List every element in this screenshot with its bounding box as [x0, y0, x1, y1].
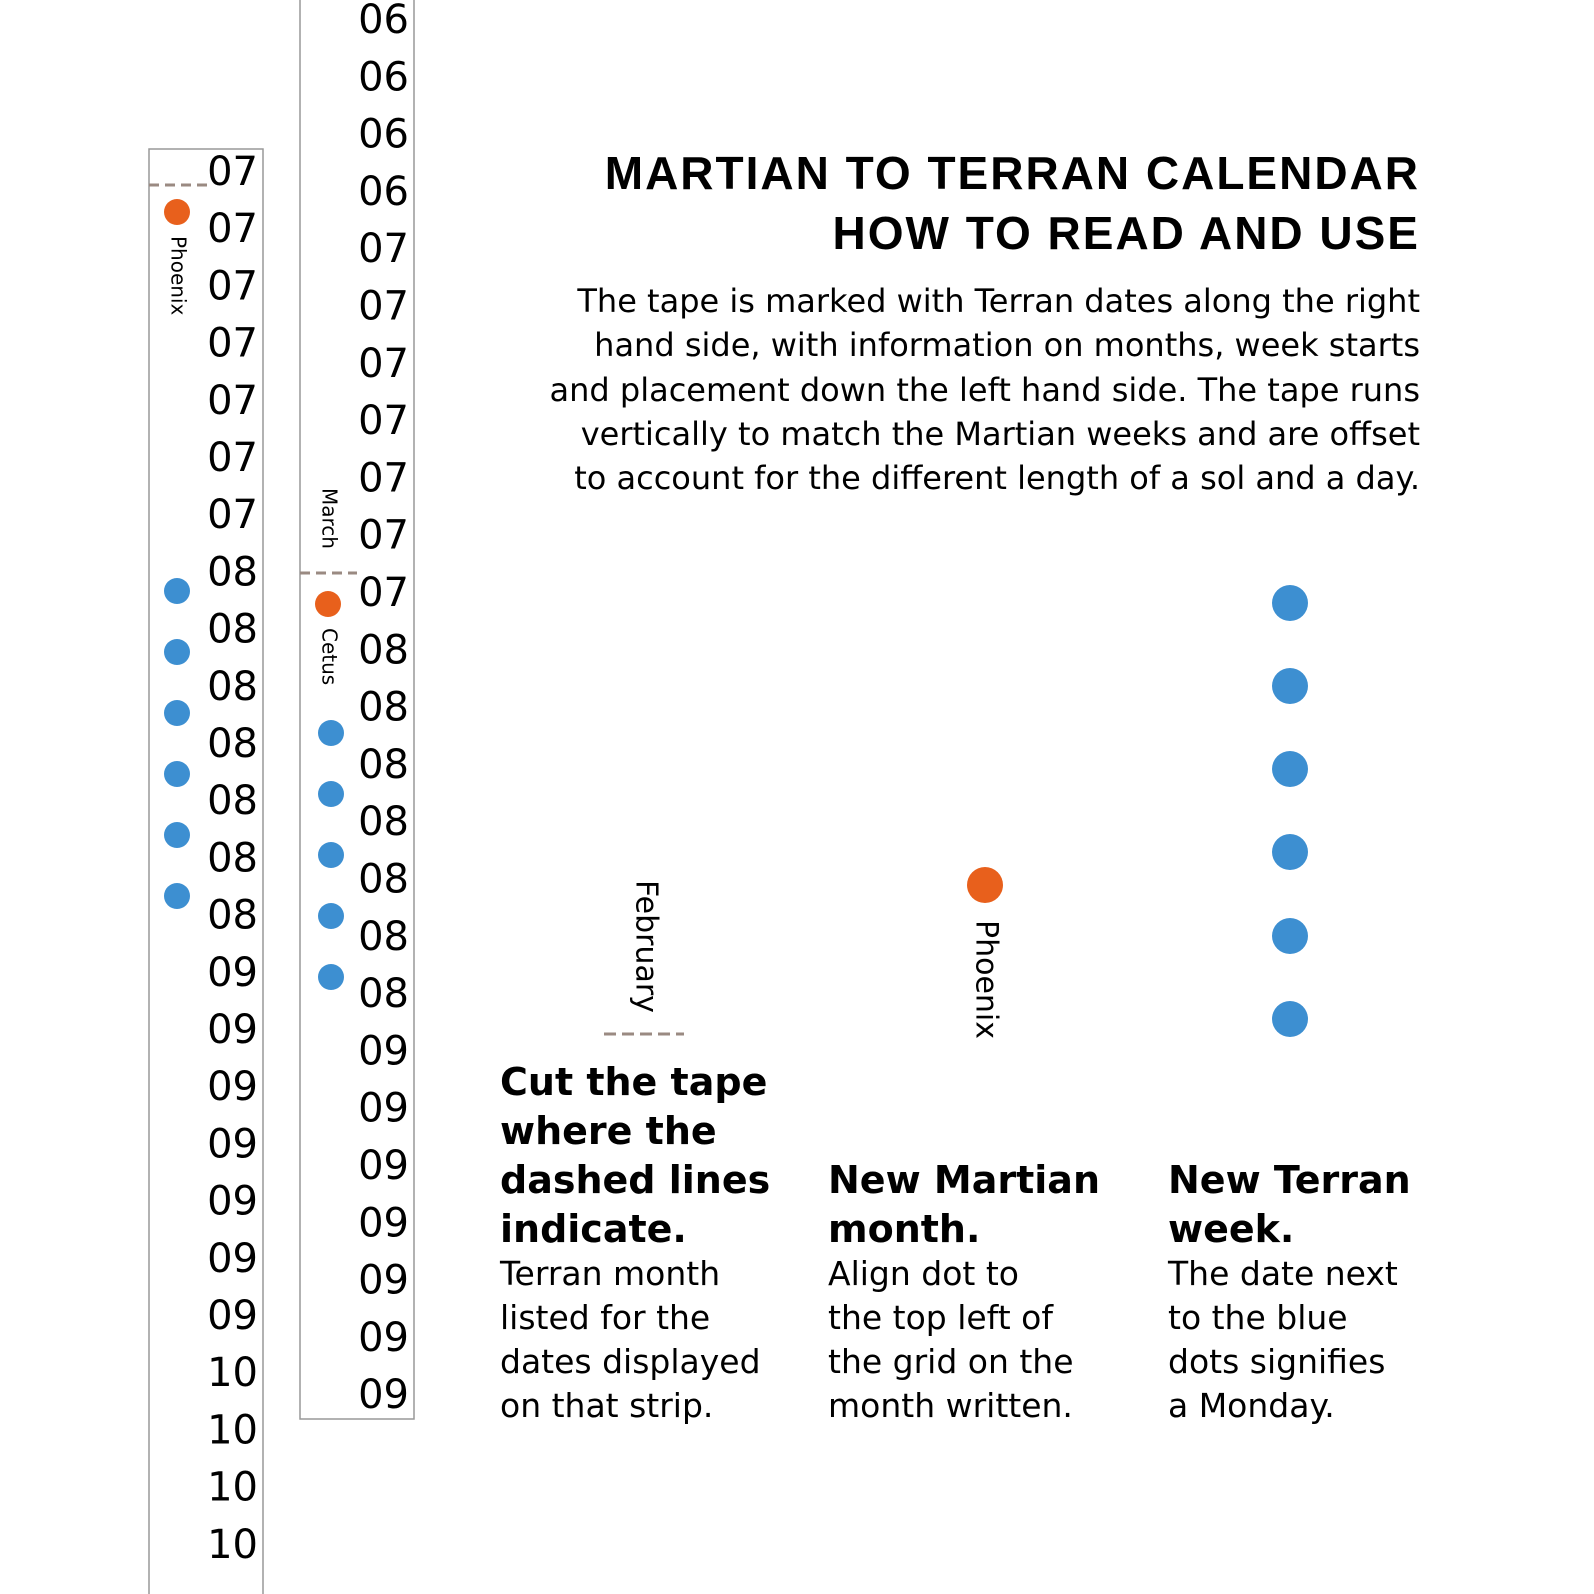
month-dot: [315, 591, 341, 617]
month-label: February: [629, 880, 664, 1013]
tape-date: 09: [358, 1258, 409, 1304]
constellation-label: Phoenix: [167, 236, 191, 316]
month-dot: [164, 199, 190, 225]
tape-date: 08: [207, 664, 258, 710]
intro: vertically to match the Martian weeks an…: [581, 415, 1420, 453]
legend-heading: New Martian: [828, 1158, 1100, 1202]
week-dots: [318, 720, 344, 990]
legend-heading: week.: [1168, 1207, 1294, 1251]
tape-date: 07: [207, 435, 258, 481]
tape-date: 08: [207, 549, 258, 595]
constellation-label: Cetus: [318, 628, 342, 685]
tape-date: 07: [207, 263, 258, 309]
tape-date: 10: [207, 1522, 258, 1568]
tape-strip: [148, 148, 264, 1594]
tape-date: 08: [358, 914, 409, 960]
intro: and placement down the left hand side. T…: [550, 371, 1421, 409]
tape-date: 07: [207, 492, 258, 538]
legend-heading: New Terran: [1168, 1158, 1411, 1202]
tape-date: 07: [358, 341, 409, 387]
legend-text: The date next: [1167, 1254, 1398, 1293]
legend-text: listed for the: [500, 1298, 710, 1337]
legend-text: on that strip.: [500, 1386, 713, 1425]
legend: Cut the tape where the dashed lines indicat…: [499, 1060, 1411, 1425]
tape-date: 06: [358, 169, 409, 215]
tape-date: 08: [358, 857, 409, 903]
week-dots: [1272, 585, 1308, 1037]
tape-date: 09: [358, 1028, 409, 1074]
tape-date: 08: [358, 971, 409, 1017]
week-dots: [164, 578, 190, 909]
tape-date: 06: [358, 112, 409, 158]
tape-date: 08: [207, 893, 258, 939]
tape-date: 08: [207, 835, 258, 881]
legend-heading: where the: [500, 1109, 717, 1153]
tape-date: 07: [358, 226, 409, 272]
legend-text: dates displayed: [500, 1342, 761, 1381]
tape-date: 09: [358, 1086, 409, 1132]
tape-date: 06: [358, 0, 409, 43]
tape-date: 09: [358, 1315, 409, 1361]
legend-text: the grid on the: [828, 1342, 1074, 1381]
tape-date: 07: [358, 513, 409, 559]
tape-date: 07: [358, 570, 409, 616]
tape-date: 08: [358, 799, 409, 845]
tape-date: 09: [358, 1143, 409, 1189]
tape-date: 07: [358, 455, 409, 501]
tape-date: 09: [207, 1236, 258, 1282]
constellation-label: Phoenix: [969, 920, 1004, 1039]
tape-dates: 07 07 07 07 07 07 07 08 08 08 08 08 08 08 09 09 09 09 09 09…: [207, 149, 258, 1568]
month-dot: [967, 867, 1003, 903]
tape-date: 08: [207, 607, 258, 653]
intro: hand side, with information on months, w…: [594, 326, 1420, 364]
tape-date: 10: [207, 1465, 258, 1511]
title: MARTIAN TO TERRAN CALENDAR: [605, 147, 1420, 199]
legend-heading: dashed lines: [500, 1158, 770, 1202]
legend-text: a Monday.: [1168, 1386, 1335, 1425]
tape-date: 09: [207, 1179, 258, 1225]
tape-date: 06: [358, 54, 409, 100]
tape-date: 07: [358, 284, 409, 330]
legend-heading: indicate.: [500, 1207, 687, 1251]
tape-date: 09: [207, 1007, 258, 1053]
tape-strip: [299, 0, 415, 1420]
title: HOW TO READ AND USE: [833, 207, 1420, 259]
tape-dates: 06 06 06 06 07 07 07 07 07 07 07 08 08 08 08 08 08 08 09 09…: [358, 0, 409, 1418]
tape-date: 07: [207, 206, 258, 252]
legend-text: Align dot to: [828, 1254, 1019, 1293]
tape-date: 08: [358, 685, 409, 731]
month-label: March: [318, 488, 342, 549]
tape-date: 09: [207, 1064, 258, 1110]
legend-heading: Cut the tape: [500, 1060, 767, 1104]
tape-date: 07: [207, 321, 258, 367]
legend-text: dots signifies: [1168, 1342, 1385, 1381]
tape-date: 09: [358, 1372, 409, 1418]
tape-date: 08: [207, 778, 258, 824]
legend-text: month written.: [828, 1386, 1073, 1425]
legend-text: to the blue: [1168, 1298, 1348, 1337]
tape-date: 10: [207, 1407, 258, 1453]
tape-date: 08: [207, 721, 258, 767]
tape-date: 07: [207, 378, 258, 424]
tape-date: 08: [358, 742, 409, 788]
legend-text: Terran month: [499, 1254, 720, 1293]
legend-heading: month.: [828, 1207, 980, 1251]
tape-date: 07: [207, 149, 258, 195]
legend-text: the top left of: [828, 1298, 1054, 1337]
intro: to account for the different length of a…: [574, 459, 1420, 497]
tape-date: 09: [207, 1293, 258, 1339]
tape-date: 09: [358, 1200, 409, 1246]
tape-date: 08: [358, 627, 409, 673]
tape-date: 07: [358, 398, 409, 444]
intro: The tape is marked with Terran dates alo…: [576, 282, 1420, 320]
tape-date: 10: [207, 1350, 258, 1396]
tape-date: 09: [207, 950, 258, 996]
tape-date: 09: [207, 1121, 258, 1167]
